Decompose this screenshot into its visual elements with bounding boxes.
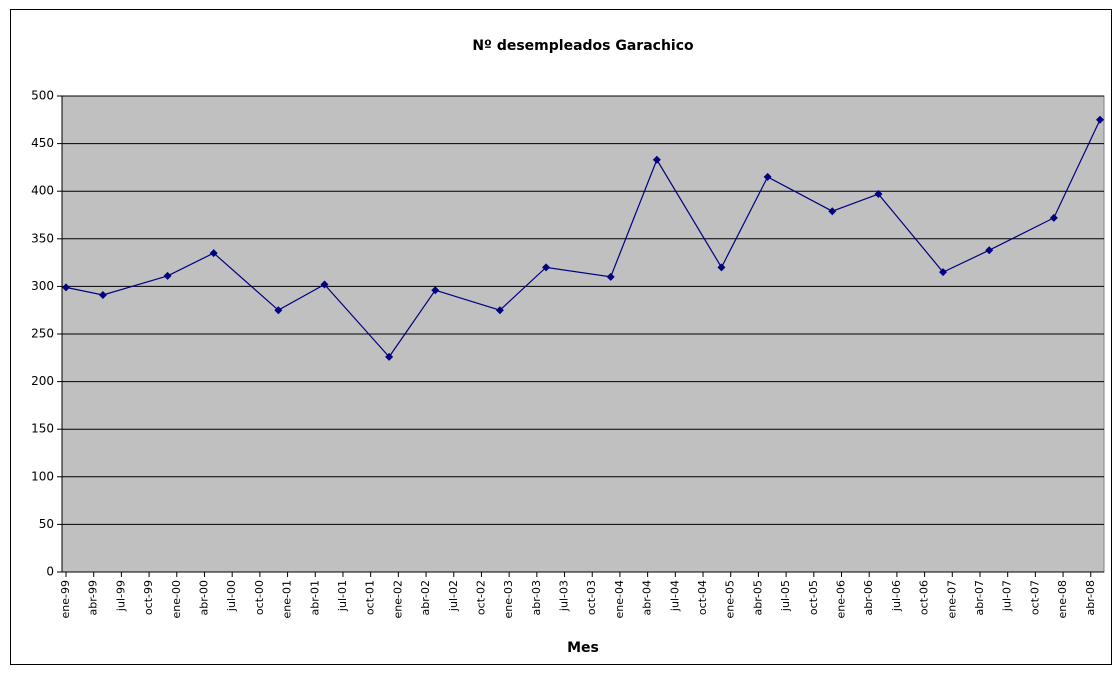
chart-title: Nº desempleados Garachico <box>472 38 694 54</box>
data-point <box>606 272 615 281</box>
x-tick-label: abr-08 <box>1084 580 1097 616</box>
x-tick-label: ene-01 <box>281 580 294 618</box>
data-point <box>874 190 883 199</box>
x-tick-label: jul-04 <box>668 580 681 612</box>
y-tick-label: 400 <box>31 184 54 198</box>
x-tick-label: ene-07 <box>945 580 958 618</box>
data-point <box>542 263 551 272</box>
x-tick-label: ene-06 <box>835 580 848 618</box>
y-tick-label: 150 <box>31 422 54 436</box>
x-tick-label: oct-00 <box>253 580 266 615</box>
x-tick-label: oct-07 <box>1028 580 1041 615</box>
x-tick-label: abr-06 <box>862 580 875 616</box>
y-tick-label: 250 <box>31 327 54 341</box>
data-point <box>763 172 772 181</box>
x-tick-label: oct-03 <box>585 580 598 615</box>
data-point <box>62 283 70 292</box>
x-tick-label: abr-03 <box>530 580 543 616</box>
data-point <box>1049 213 1058 222</box>
data-point <box>98 290 107 299</box>
data-point <box>828 207 837 216</box>
data-point <box>163 271 172 280</box>
data-point <box>274 306 283 315</box>
x-tick-label: jul-00 <box>225 580 238 612</box>
x-tick-label: abr-04 <box>641 580 654 616</box>
x-tick-label: ene-04 <box>613 580 626 618</box>
y-tick-label: 350 <box>31 231 54 245</box>
x-tick-label: jul-06 <box>890 580 903 612</box>
x-tick-label: abr-01 <box>308 580 321 616</box>
line-series <box>65 119 1101 358</box>
data-point <box>495 306 504 315</box>
x-tick-label: abr-02 <box>419 580 432 616</box>
x-tick-label: ene-02 <box>391 580 404 618</box>
x-tick-label: oct-05 <box>807 580 820 615</box>
data-point <box>209 249 218 258</box>
x-tick-label: abr-99 <box>87 580 100 616</box>
x-tick-label: ene-00 <box>170 580 183 618</box>
y-tick-label: 300 <box>31 279 54 293</box>
x-tick-label: jul-99 <box>114 580 127 612</box>
x-tick-label: jul-07 <box>1001 580 1014 612</box>
x-tick-label: oct-01 <box>364 580 377 615</box>
data-point <box>652 155 661 164</box>
data-point <box>717 263 726 272</box>
x-tick-label: oct-99 <box>142 580 155 615</box>
x-tick-label: abr-07 <box>973 580 986 616</box>
data-point <box>385 352 394 361</box>
x-tick-label: ene-08 <box>1056 580 1069 618</box>
y-tick-label: 200 <box>31 374 54 388</box>
y-tick-label: 450 <box>31 136 54 150</box>
x-tick-label: jul-05 <box>779 580 792 612</box>
x-tick-label: jul-02 <box>447 580 460 612</box>
x-tick-label: jul-03 <box>558 580 571 612</box>
data-point <box>320 280 329 289</box>
x-tick-label: abr-00 <box>197 580 210 616</box>
x-tick-label: ene-03 <box>502 580 515 618</box>
data-point <box>985 246 994 255</box>
data-point <box>431 286 440 295</box>
y-tick-label: 0 <box>46 565 54 579</box>
x-tick-label: oct-04 <box>696 580 709 615</box>
x-tick-label: oct-02 <box>474 580 487 615</box>
x-tick-label: ene-05 <box>724 580 737 618</box>
x-tick-label: ene-99 <box>59 580 72 618</box>
data-point <box>939 268 948 277</box>
x-axis-label: Mes <box>567 640 599 656</box>
x-tick-label: jul-01 <box>336 580 349 612</box>
data-point <box>1096 115 1104 124</box>
x-tick-label: oct-06 <box>918 580 931 615</box>
y-tick-label: 500 <box>31 89 54 103</box>
x-tick-label: abr-05 <box>751 580 764 616</box>
y-tick-label: 100 <box>31 469 54 483</box>
y-tick-label: 50 <box>39 517 54 531</box>
